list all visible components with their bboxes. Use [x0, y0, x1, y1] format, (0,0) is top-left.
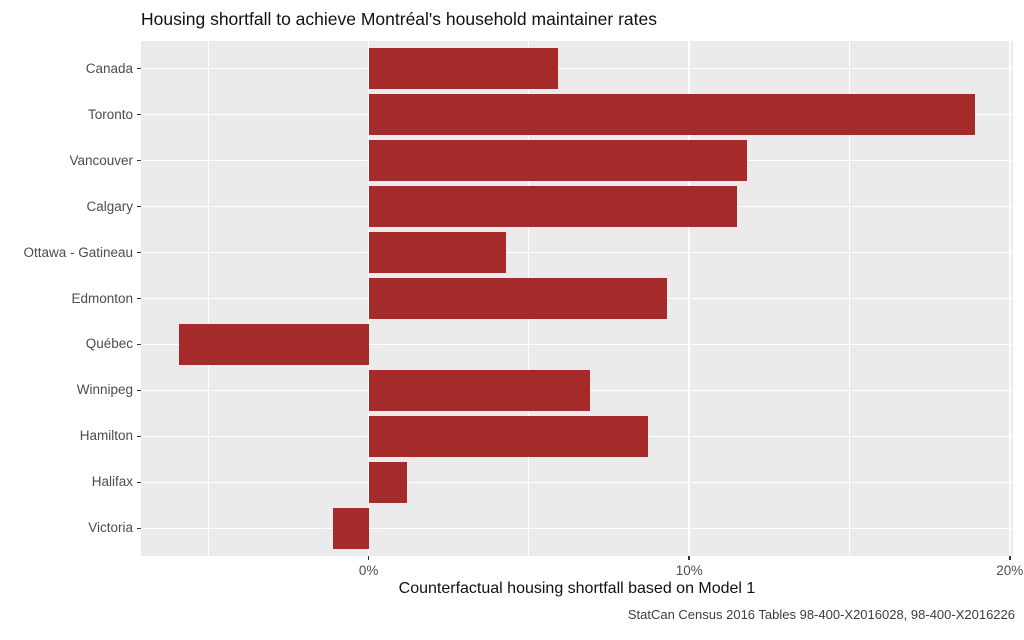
gridline-vertical-major	[1008, 41, 1011, 556]
y-axis-label: Victoria	[88, 520, 133, 536]
y-axis-label: Vancouver	[69, 152, 133, 168]
y-axis-tick	[137, 527, 141, 530]
x-axis-tick	[1008, 556, 1011, 560]
x-axis-tick	[688, 556, 690, 560]
y-axis-label: Halifax	[91, 474, 133, 490]
y-axis-tick	[137, 343, 141, 346]
x-axis-title: Counterfactual housing shortfall based o…	[398, 580, 756, 597]
y-axis-label: Canada	[85, 60, 133, 76]
bar-victoria	[333, 507, 369, 550]
chart-title: Housing shortfall to achieve Montréal's …	[141, 9, 657, 29]
bar-qu-bec	[179, 323, 369, 366]
x-axis-tick	[367, 556, 370, 560]
y-axis-tick	[137, 251, 141, 254]
gridline-horizontal	[141, 67, 1013, 70]
bar-vancouver	[368, 139, 747, 182]
gridline-vertical-major	[688, 41, 690, 556]
gridline-horizontal	[141, 527, 1013, 530]
bar-ottawa-gatineau	[368, 231, 507, 274]
bar-toronto	[368, 93, 975, 136]
y-axis-tick	[137, 435, 141, 438]
y-axis-tick	[137, 481, 141, 484]
gridline-vertical-minor	[849, 41, 850, 556]
bar-hamilton	[368, 415, 648, 458]
x-axis-tick-label: 10%	[675, 563, 703, 578]
gridline-horizontal	[141, 251, 1013, 254]
gridline-horizontal	[141, 343, 1013, 346]
y-axis-label: Hamilton	[79, 428, 133, 444]
bar-edmonton	[368, 277, 667, 320]
y-axis-label: Winnipeg	[76, 382, 133, 398]
bar-winnipeg	[368, 369, 590, 412]
x-axis-tick-label: 0%	[358, 563, 379, 578]
y-axis-tick	[137, 205, 141, 208]
gridline-vertical-minor	[207, 41, 209, 556]
y-axis-label: Edmonton	[71, 290, 133, 306]
bar-halifax	[368, 461, 408, 504]
chart-caption: StatCan Census 2016 Tables 98-400-X20160…	[627, 607, 1015, 622]
bar-calgary	[368, 185, 738, 228]
y-axis-tick	[137, 389, 141, 392]
y-axis-label: Québec	[85, 336, 133, 352]
bar-canada	[368, 47, 558, 90]
y-axis-label: Ottawa - Gatineau	[23, 244, 133, 260]
y-axis-tick	[137, 297, 141, 300]
y-axis-tick	[137, 67, 141, 70]
y-axis-tick	[137, 159, 141, 162]
y-axis-tick	[137, 113, 141, 116]
x-axis-tick-label: 20%	[996, 563, 1024, 578]
plot-panel	[141, 41, 1013, 556]
y-axis-label: Toronto	[87, 106, 133, 122]
y-axis-label: Calgary	[86, 198, 133, 214]
gridline-horizontal	[141, 481, 1013, 484]
